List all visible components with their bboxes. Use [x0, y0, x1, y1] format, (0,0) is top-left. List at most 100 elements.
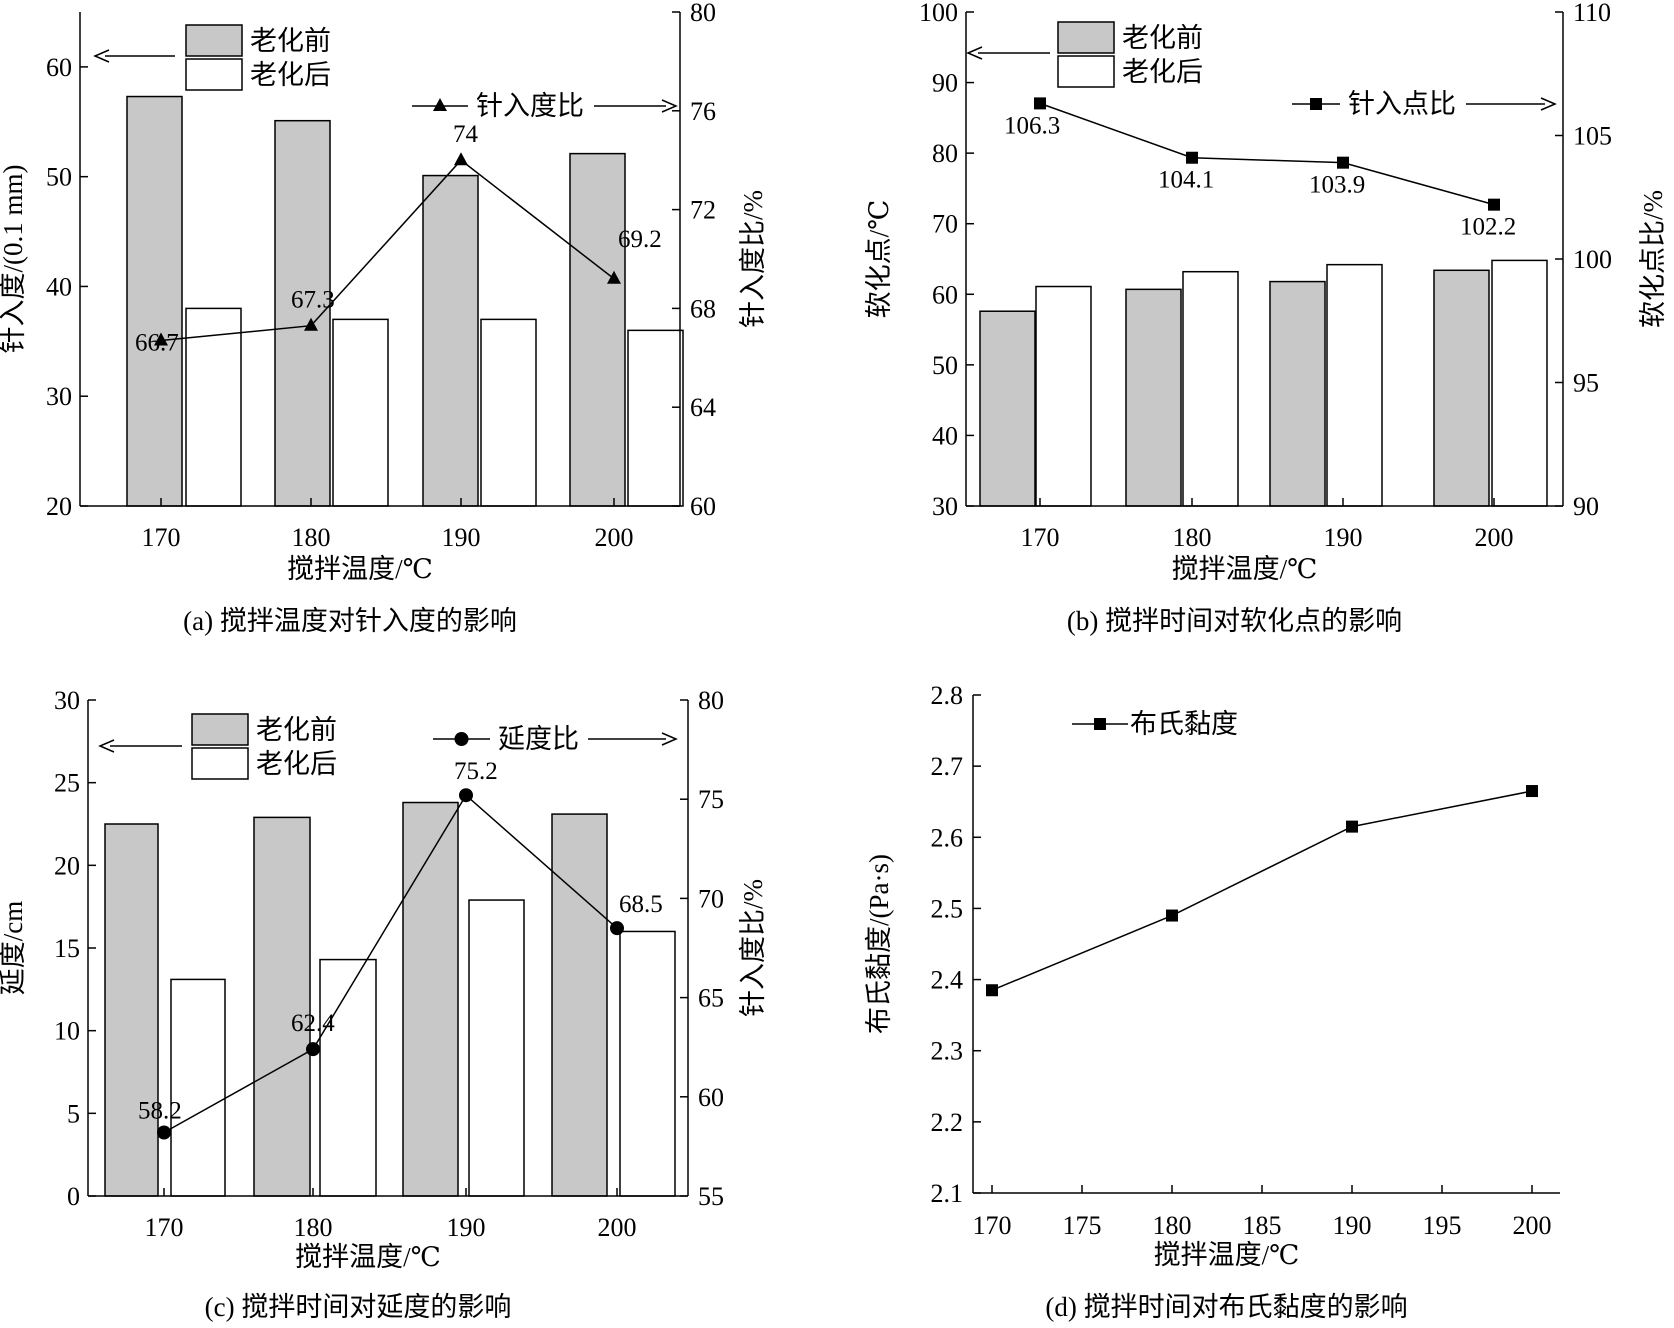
- ratio-point: [1186, 151, 1198, 164]
- ratio-point: [306, 1042, 320, 1057]
- y-left-tick-label: 30: [54, 686, 80, 715]
- x-tick-label: 200: [598, 1213, 637, 1242]
- y-right-tick-label: 55: [698, 1182, 724, 1211]
- ratio-data-label: 74: [453, 121, 479, 148]
- y-left-tick-label: 40: [46, 272, 72, 301]
- bar-before-190: [402, 801, 459, 1197]
- ratio-point: [607, 270, 621, 284]
- y-right-tick-label: 60: [698, 1083, 724, 1112]
- viscosity-line: [991, 790, 1533, 991]
- y-left-tick-label: 50: [46, 163, 72, 192]
- y-right-tick-label: 100: [1573, 245, 1612, 274]
- y-tick-label: 2.6: [931, 823, 964, 852]
- ratio-data-label: 62.4: [291, 1010, 335, 1037]
- viscosity-point: [1346, 820, 1358, 833]
- x-axis-label: 搅拌温度/℃: [295, 1242, 441, 1272]
- bar-after-180: [332, 318, 389, 507]
- legend-line-marker: [433, 98, 447, 111]
- y-right-tick-label: 80: [698, 686, 724, 715]
- x-tick-label: 200: [595, 523, 634, 552]
- bar-after-200: [1491, 259, 1548, 507]
- y-tick-label: 2.4: [931, 966, 964, 995]
- ratio-data-label: 58.2: [138, 1098, 182, 1125]
- ratio-data-label: 68.5: [619, 891, 663, 918]
- legend-swatch-before: [185, 24, 243, 57]
- bar-before-190: [1269, 280, 1326, 507]
- bar-after-170: [170, 978, 226, 1197]
- y-axis-label: 布氏黏度/(Pa·s): [864, 854, 894, 1034]
- bar-after-170: [185, 307, 242, 507]
- bar-after-200: [627, 329, 684, 507]
- bar-before-190: [422, 174, 479, 507]
- x-axis-label: 搅拌温度/℃: [1154, 1240, 1300, 1270]
- legend-label-after: 老化后: [256, 749, 337, 779]
- legend-line-label: 布氏黏度: [1130, 709, 1238, 739]
- x-tick-label: 180: [292, 523, 331, 552]
- bar-before-170: [104, 823, 159, 1197]
- y-left-tick-label: 60: [932, 280, 958, 309]
- ratio-point: [157, 1125, 171, 1140]
- y-tick-label: 2.7: [931, 752, 964, 781]
- y-right-tick-label: 72: [690, 196, 716, 225]
- x-axis-label: 搅拌温度/℃: [287, 554, 433, 584]
- y-right-tick-label: 110: [1573, 0, 1611, 27]
- y-left-tick-label: 0: [67, 1182, 80, 1211]
- y-left-tick-label: 30: [932, 492, 958, 521]
- x-tick-label: 185: [1243, 1211, 1282, 1240]
- legend-line-marker: [1094, 718, 1106, 730]
- y-right-tick-label: 105: [1573, 122, 1612, 151]
- bar-after-190: [468, 899, 525, 1197]
- ratio-line: [1039, 102, 1495, 206]
- ratio-data-label: 67.3: [291, 287, 335, 314]
- ratio-point: [610, 921, 624, 936]
- bar-after-190: [1326, 263, 1383, 507]
- figure-caption: (c) 搅拌时间对延度的影响: [205, 1292, 512, 1322]
- legend-line-label: 针入度比: [476, 91, 584, 121]
- chart-panel-a: 20 30 40 50 60 60 64 68 72 76 80 170 180 190 200 66.7 67…: [0, 0, 768, 636]
- y-left-tick-label: 60: [46, 53, 72, 82]
- legend-right-arrow-head: [661, 732, 678, 746]
- y-axis-label-left: 软化点/℃: [864, 200, 894, 319]
- bar-after-170: [1035, 285, 1092, 507]
- y-tick-label: 2.1: [931, 1179, 964, 1208]
- chart-panel-d: 2.1 2.2 2.3 2.4 2.5 2.6 2.7 2.8 170 175 180 185 190 1…: [864, 681, 1560, 1322]
- x-tick-label: 190: [442, 523, 481, 552]
- ratio-data-label: 104.1: [1158, 167, 1214, 194]
- viscosity-point: [1166, 909, 1178, 922]
- chart-panel-c: 0 5 10 15 20 25 30 55 60 65 70 75 80 170 180 190 200 58.2…: [0, 686, 768, 1322]
- y-axis-label-right: 软化点比/%: [1638, 190, 1668, 328]
- legend-left-arrow-head: [98, 739, 115, 753]
- bar-after-200: [619, 930, 676, 1197]
- x-tick-label: 170: [973, 1211, 1012, 1240]
- legend-line-marker: [454, 732, 469, 746]
- ratio-point: [1034, 97, 1046, 110]
- y-right-tick-label: 76: [690, 97, 716, 126]
- legend-swatch-before: [191, 713, 249, 746]
- y-left-tick-label: 5: [67, 1099, 80, 1128]
- ratio-point: [304, 317, 318, 331]
- y-right-tick-label: 80: [690, 0, 716, 27]
- y-tick-label: 2.8: [931, 681, 964, 710]
- ratio-point: [1488, 198, 1500, 211]
- y-left-tick-label: 25: [54, 769, 80, 798]
- ratio-data-label: 103.9: [1309, 172, 1365, 199]
- y-right-tick-label: 90: [1573, 492, 1599, 521]
- x-tick-label: 190: [1333, 1211, 1372, 1240]
- ratio-data-label: 106.3: [1004, 112, 1060, 139]
- legend-label-before: 老化前: [256, 715, 337, 745]
- legend-label-before: 老化前: [1122, 23, 1203, 53]
- bar-before-200: [551, 813, 608, 1197]
- x-tick-label: 170: [142, 523, 181, 552]
- x-tick-label: 190: [447, 1213, 486, 1242]
- legend-line-label: 延度比: [498, 724, 579, 754]
- y-axis-label-right: 针入度比/%: [738, 879, 768, 1017]
- ratio-point: [459, 788, 473, 803]
- legend-left-arrow-head: [93, 49, 110, 63]
- bar-before-180: [1125, 288, 1182, 507]
- legend-line-marker: [1310, 98, 1322, 110]
- y-left-tick-label: 50: [932, 351, 958, 380]
- y-left-tick-label: 10: [54, 1017, 80, 1046]
- legend-label-after: 老化后: [250, 60, 331, 90]
- figure-caption: (d) 搅拌时间对布氏黏度的影响: [1045, 1292, 1407, 1322]
- y-left-tick-label: 20: [46, 492, 72, 521]
